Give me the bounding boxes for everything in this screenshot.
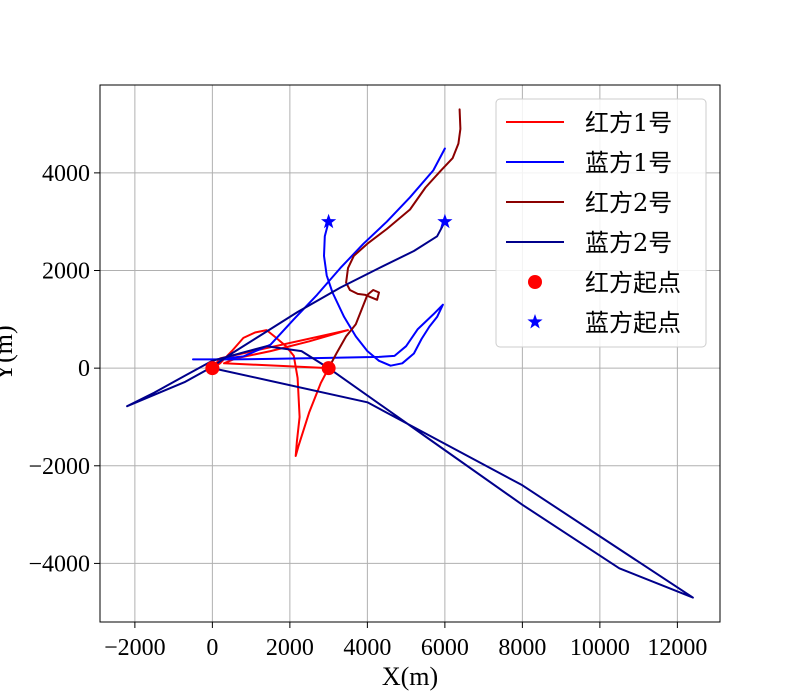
y-axis-label: Y(m) (0, 325, 18, 381)
x-axis-label: X(m) (382, 662, 438, 691)
start-markers (205, 213, 453, 376)
x-tick-label: 4000 (343, 635, 391, 661)
y-tick-label: −4000 (28, 551, 90, 577)
series-line-3 (327, 108, 462, 370)
legend-label: 红方起点 (585, 269, 681, 297)
y-ticks: −4000 −2000 0 2000 4000 (28, 161, 100, 577)
series-line-1 (211, 329, 349, 457)
plot-frame (99, 84, 721, 623)
series-line-2 (192, 147, 446, 367)
start-point-red (205, 361, 220, 376)
legend-label: 蓝方起点 (585, 309, 681, 337)
y-tick-label: 2000 (42, 259, 90, 285)
legend-swatch (528, 275, 542, 289)
y-tick-label: 0 (78, 356, 90, 382)
y-tick-label: 4000 (42, 161, 90, 187)
start-point-blue (321, 213, 337, 229)
x-tick-label: 2000 (266, 635, 314, 661)
x-tick-label: −2000 (104, 635, 166, 661)
x-tick-label: 10000 (570, 635, 630, 661)
x-ticks: −2000 0 2000 4000 6000 8000 10000 12000 (104, 622, 707, 661)
legend-label: 蓝方1号 (585, 149, 672, 177)
legend-swatch (527, 314, 543, 329)
x-tick-label: 6000 (421, 635, 469, 661)
x-tick-label: 0 (206, 635, 218, 661)
series-line-4 (126, 220, 694, 599)
y-tick-label: −2000 (28, 454, 90, 480)
x-tick-label: 12000 (647, 635, 707, 661)
start-point-red (321, 361, 336, 376)
start-point-blue (437, 213, 453, 229)
legend-label: 红方1号 (585, 109, 672, 137)
legend-label: 红方2号 (585, 189, 672, 217)
x-tick-label: 8000 (498, 635, 546, 661)
legend-label: 蓝方2号 (585, 229, 672, 257)
series-lines (126, 108, 694, 599)
